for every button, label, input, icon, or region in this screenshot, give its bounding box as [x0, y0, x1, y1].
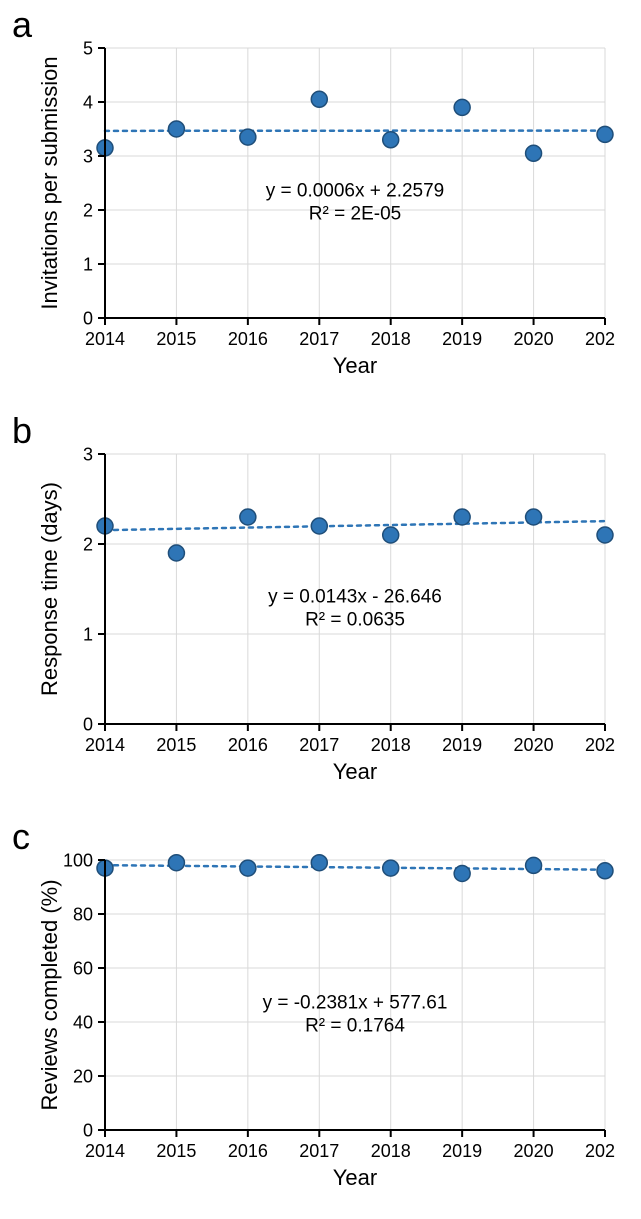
- panel-label-a: a: [12, 4, 32, 46]
- y-axis-label: Response time (days): [37, 482, 62, 696]
- chart-a: 2014 2015 2016 2017 2018 2019 2020 2021 0 1 2 3 4 5 Ye…: [35, 38, 615, 388]
- x-tick-label: 2015: [156, 735, 196, 755]
- x-tick-label: 2016: [228, 735, 268, 755]
- y-tick-label: 2: [83, 200, 93, 220]
- panel-label-b: b: [12, 410, 32, 452]
- y-tick-label: 60: [73, 958, 93, 978]
- x-tick-label: 2020: [514, 735, 554, 755]
- data-point: [597, 527, 613, 543]
- x-tick-label: 2021: [585, 735, 615, 755]
- annotation-line: y = -0.2381x + 577.61: [263, 993, 448, 1014]
- annotation-line: R² = 0.0635: [305, 609, 405, 630]
- y-tick-label: 2: [83, 534, 93, 554]
- x-axis-label: Year: [333, 759, 377, 784]
- x-tick-label: 2017: [299, 329, 339, 349]
- data-point: [168, 121, 184, 137]
- x-tick-label: 2014: [85, 1141, 125, 1161]
- x-tick-label: 2019: [442, 1141, 482, 1161]
- data-point: [454, 866, 470, 882]
- x-tick-label: 2021: [585, 1141, 615, 1161]
- data-point: [240, 129, 256, 145]
- data-point: [240, 509, 256, 525]
- x-axis-label: Year: [333, 1165, 377, 1190]
- data-point: [168, 855, 184, 871]
- data-point: [240, 860, 256, 876]
- y-tick-label: 20: [73, 1066, 93, 1086]
- y-tick-label: 80: [73, 904, 93, 924]
- x-tick-label: 2018: [371, 735, 411, 755]
- x-tick-label: 2014: [85, 329, 125, 349]
- x-tick-label: 2015: [156, 1141, 196, 1161]
- y-tick-label: 1: [83, 254, 93, 274]
- y-tick-label: 100: [63, 850, 93, 870]
- y-tick-label: 5: [83, 38, 93, 58]
- data-point: [526, 145, 542, 161]
- x-tick-label: 2015: [156, 329, 196, 349]
- x-tick-label: 2017: [299, 1141, 339, 1161]
- data-point: [526, 857, 542, 873]
- data-point: [597, 126, 613, 142]
- x-tick-label: 2014: [85, 735, 125, 755]
- panel-label-c: c: [12, 816, 30, 858]
- figure-container: a20142015201620172018201920202021012345Y…: [0, 0, 641, 1219]
- data-point: [454, 509, 470, 525]
- chart-b: 2014 2015 2016 2017 2018 2019 2020 2021 0 1 2 3 Year…: [35, 444, 615, 794]
- chart-c: 2014 2015 2016 2017 2018 2019 2020 2021 0 20 40 60 8…: [35, 850, 615, 1200]
- y-tick-label: 0: [83, 308, 93, 328]
- data-point: [383, 860, 399, 876]
- x-tick-label: 2016: [228, 1141, 268, 1161]
- data-point: [383, 527, 399, 543]
- y-tick-label: 1: [83, 624, 93, 644]
- x-tick-label: 2018: [371, 329, 411, 349]
- x-tick-label: 2020: [514, 329, 554, 349]
- annotation-line: y = 0.0006x + 2.2579: [266, 181, 445, 202]
- data-point: [597, 863, 613, 879]
- x-tick-label: 2019: [442, 329, 482, 349]
- y-axis-label: Invitations per submission: [37, 56, 62, 309]
- data-point: [526, 509, 542, 525]
- y-axis-label: Reviews completed (%): [37, 879, 62, 1110]
- x-tick-label: 2017: [299, 735, 339, 755]
- data-point: [168, 545, 184, 561]
- x-tick-label: 2019: [442, 735, 482, 755]
- x-tick-label: 2020: [514, 1141, 554, 1161]
- x-axis-label: Year: [333, 353, 377, 378]
- y-tick-label: 3: [83, 146, 93, 166]
- y-tick-label: 0: [83, 714, 93, 734]
- y-tick-label: 40: [73, 1012, 93, 1032]
- data-point: [383, 132, 399, 148]
- annotation-line: R² = 0.1764: [305, 1015, 405, 1036]
- data-point: [311, 855, 327, 871]
- data-point: [311, 518, 327, 534]
- x-tick-label: 2018: [371, 1141, 411, 1161]
- annotation-line: y = 0.0143x - 26.646: [268, 587, 442, 608]
- annotation-line: R² = 2E-05: [309, 203, 401, 224]
- x-tick-label: 2016: [228, 329, 268, 349]
- y-tick-label: 4: [83, 92, 93, 112]
- y-tick-label: 3: [83, 444, 93, 464]
- data-point: [454, 99, 470, 115]
- y-tick-label: 0: [83, 1120, 93, 1140]
- x-tick-label: 2021: [585, 329, 615, 349]
- data-point: [311, 91, 327, 107]
